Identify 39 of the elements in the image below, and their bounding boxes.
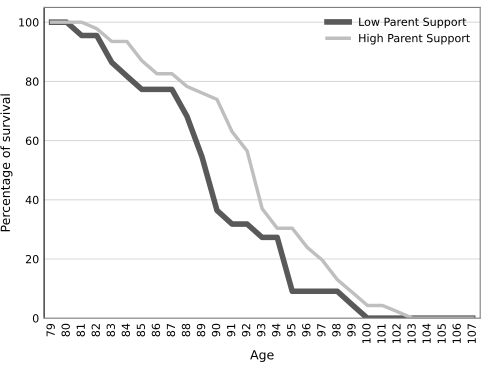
x-tick-label: 80 <box>61 324 70 336</box>
x-tick-label: 106 <box>452 324 461 344</box>
y-tick-label: 40 <box>26 196 38 204</box>
x-tick-label: 92 <box>242 324 250 336</box>
x-tick-label: 102 <box>392 324 401 344</box>
x-tick-label: 104 <box>422 324 431 344</box>
y-tick-label: 0 <box>32 314 38 323</box>
x-tick-label: 85 <box>136 324 146 336</box>
x-tick-label: 101 <box>377 324 386 344</box>
y-tick-label: 100 <box>19 18 38 27</box>
x-tick-label: 98 <box>332 324 341 336</box>
x-tick-label: 79 <box>46 324 55 336</box>
x-tick-label: 86 <box>152 324 160 336</box>
x-tick-label: 81 <box>76 324 85 336</box>
x-tick-label: 88 <box>182 324 190 336</box>
y-axis-title: Percentage of survival <box>0 94 12 232</box>
x-tick-label: 107 <box>468 324 476 344</box>
legend-label: High Parent Support <box>359 34 470 44</box>
x-tick-label: 105 <box>437 324 446 344</box>
x-tick-label: 89 <box>196 324 206 336</box>
x-tick-label: 84 <box>122 324 130 336</box>
y-tick-label: 60 <box>26 136 38 145</box>
x-tick-label: 100 <box>362 324 371 344</box>
x-tick-label: 94 <box>272 324 280 336</box>
x-tick-label: 97 <box>317 324 326 336</box>
x-tick-label: 93 <box>256 324 266 336</box>
x-tick-label: 91 <box>226 324 236 336</box>
x-tick-label: 103 <box>407 324 416 344</box>
legend-label: Low Parent Support <box>359 18 466 28</box>
x-axis-title: Age <box>250 350 274 362</box>
x-tick-label: 96 <box>302 324 310 336</box>
x-tick-label: 95 <box>287 324 296 336</box>
y-tick-label: 80 <box>26 77 38 86</box>
x-tick-label: 83 <box>106 324 115 336</box>
x-tick-label: 87 <box>166 324 176 336</box>
x-tick-label: 90 <box>212 324 220 336</box>
x-tick-label: 82 <box>92 324 100 336</box>
y-tick-label: 20 <box>26 254 38 264</box>
x-tick-label: 99 <box>347 324 356 336</box>
